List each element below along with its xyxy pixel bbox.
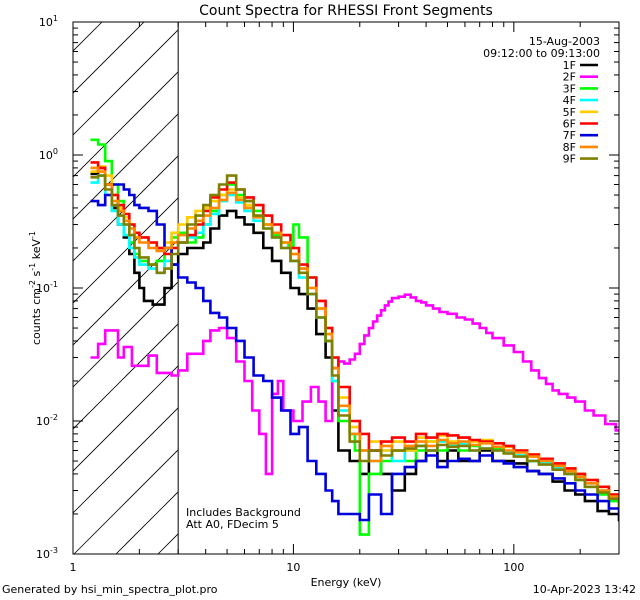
observation-date: 15-Aug-2003 [529,35,600,48]
attenuator-note: Att A0, FDecim 5 [186,518,279,531]
x-tick-label: 1 [70,561,77,574]
y-tick-label: 100 [39,147,58,162]
hatch-line [73,29,179,136]
series-line-1F [90,166,619,522]
hatch-line [73,239,179,346]
hatch-line [326,0,640,554]
chart-title: Count Spectra for RHESSI Front Segments [199,3,493,19]
hatch-line [368,0,640,554]
legend-label-1F: 1F [563,59,576,72]
series-line-8F [90,166,619,505]
hatch-line [410,0,640,554]
legend-label-5F: 5F [563,106,576,119]
hatch-line [0,0,160,554]
attenuator-hatch-region [0,0,640,554]
series-line-4F [90,174,619,505]
plot-frame [72,21,620,555]
legend-label-7F: 7F [563,129,576,142]
hatch-line [284,0,640,554]
hatch-line [0,0,328,554]
hatch-line [73,365,179,472]
hatch-line [73,71,179,178]
x-tick-label: 100 [503,561,524,574]
hatch-line [73,323,179,430]
hatch-line [73,407,179,514]
hatch-line [73,22,145,94]
y-tick-label: 101 [39,14,58,29]
series-line-7F [90,183,619,522]
axis-ticks [72,22,620,555]
generated-timestamp: 10-Apr-2023 13:42 [532,583,636,596]
legend-label-4F: 4F [563,94,576,107]
observation-time-range: 09:12:00 to 09:13:00 [483,47,600,60]
legend-label-9F: 9F [563,153,576,166]
legend-label-2F: 2F [563,71,576,84]
series-line-2F [90,293,619,476]
series-line-3F [90,138,619,536]
hatch-line [73,281,179,388]
legend-label-3F: 3F [563,82,576,95]
y-tick-label: 10-2 [36,413,58,428]
legend-label-6F: 6F [563,118,576,131]
series-layer [90,138,619,536]
y-tick-label: 10-3 [36,546,58,561]
background-note: Includes Background [186,506,301,519]
legend-label-8F: 8F [563,141,576,154]
hatch-line [452,0,640,554]
series-line-9F [90,174,619,508]
y-axis-label: counts cm-2 s-1 keV-1 [28,231,43,345]
x-axis-label: Energy (keV) [311,576,382,589]
hatch-line [73,113,179,220]
hatch-line [620,0,640,554]
generated-by-label: Generated by hsi_min_spectra_plot.pro [2,583,218,596]
hatch-line [578,0,640,554]
x-tick-label: 10 [286,561,300,574]
